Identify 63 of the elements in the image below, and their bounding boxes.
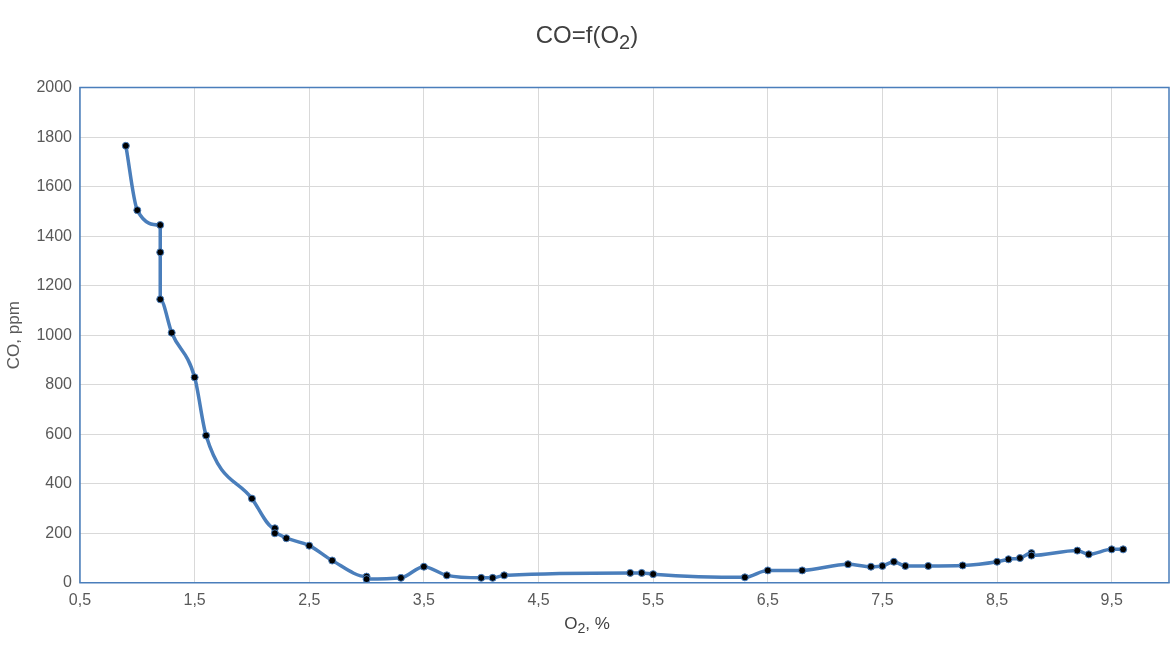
point [156,295,165,304]
x-tick-label: 3,5 [412,590,436,608]
point [133,206,142,215]
y-tick-label: 400 [45,474,73,492]
x-tick-label: 8,5 [985,590,1009,608]
point [396,573,405,582]
point [1084,550,1093,559]
point [247,494,256,503]
point [121,141,130,150]
y-tick-label: 1000 [36,325,73,343]
y-tick-label: 0 [63,573,73,591]
point [419,562,428,571]
point [305,541,314,550]
x-tick-label: 6,5 [756,590,780,608]
y-tick-label: 800 [45,375,73,393]
point [1119,545,1128,554]
point [1107,545,1116,554]
point [763,566,772,575]
point [442,571,451,580]
chart-title: CO=f(O$_{2}$) [534,20,640,55]
x-tick-label: 5,5 [642,590,665,608]
point [1004,555,1013,564]
point [167,328,176,337]
point [637,568,646,577]
y-tick-label: 1200 [36,276,73,294]
point [924,561,933,570]
point [866,562,875,571]
y-tick-label: 200 [45,523,73,541]
x-tick-label: 9,5 [1100,590,1123,608]
y-axis-title: CO, ppm [3,301,23,370]
y-tick-label: 1600 [36,177,73,195]
point [649,570,658,579]
point [156,221,165,230]
point [282,534,291,543]
x-tick-label: 4,5 [527,590,550,608]
x-tick-label: 7,5 [871,590,894,608]
point [901,561,910,570]
point [270,529,279,538]
x-tick-label: 2,5 [298,590,321,608]
y-tick-label: 2000 [36,78,73,96]
point [500,571,509,580]
point [878,561,887,570]
point [958,561,967,570]
point [202,431,211,440]
point [889,557,898,566]
point [798,566,807,575]
point [488,573,497,582]
y-tick-label: 1800 [36,127,73,145]
point [477,573,486,582]
point [1015,554,1024,563]
point [328,556,337,565]
y-tick-label: 600 [45,424,73,442]
x-tick-label: 0,5 [68,590,92,608]
point [844,560,853,569]
point [156,248,165,257]
point [740,573,749,582]
x-tick-label: 1,5 [183,590,206,608]
point [993,557,1002,566]
point [190,373,199,382]
point [626,568,635,577]
point [1073,546,1082,555]
y-tick-label: 1400 [36,226,73,244]
x-axis-title: O$_{2}$, % [563,614,611,637]
